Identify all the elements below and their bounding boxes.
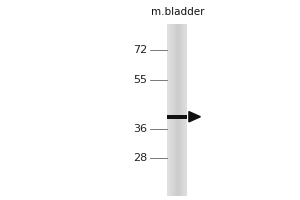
Bar: [182, 24, 183, 196]
Bar: [178, 24, 179, 196]
Bar: [167, 24, 188, 196]
Bar: [170, 24, 171, 196]
Bar: [185, 24, 186, 196]
Bar: [168, 24, 169, 196]
Bar: [181, 24, 182, 196]
Bar: [186, 24, 187, 196]
Text: 36: 36: [133, 124, 147, 134]
Text: 28: 28: [133, 153, 147, 163]
Bar: [174, 24, 175, 196]
Bar: [171, 24, 172, 196]
Bar: [167, 24, 168, 196]
Bar: [167, 115, 188, 119]
Bar: [172, 24, 173, 196]
Text: 72: 72: [133, 45, 147, 55]
Bar: [187, 24, 188, 196]
Bar: [179, 24, 180, 196]
Text: 55: 55: [133, 75, 147, 85]
Bar: [176, 24, 177, 196]
Text: m.bladder: m.bladder: [151, 7, 204, 17]
Bar: [175, 24, 176, 196]
Bar: [169, 24, 170, 196]
Bar: [180, 24, 181, 196]
Bar: [177, 24, 178, 196]
Bar: [183, 24, 184, 196]
Bar: [184, 24, 185, 196]
Bar: [173, 24, 174, 196]
Polygon shape: [189, 112, 200, 122]
